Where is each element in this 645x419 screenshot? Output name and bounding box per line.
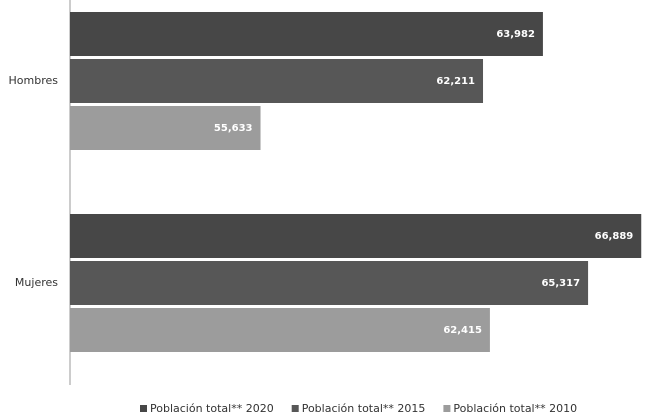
bar [70,12,543,56]
legend-label: Población total** 2015 [302,402,426,415]
bar [70,214,642,258]
legend-swatch [443,405,451,412]
bar [70,261,589,305]
legend-swatch [140,405,147,412]
y-tick-label: Hombres [9,74,59,87]
y-tick-label: Mujeres [15,276,58,289]
legend-label: Población total** 2020 [150,402,274,415]
legend-swatch [291,405,299,412]
bar [70,106,261,150]
value-label: 66,889 [595,231,634,242]
value-label: 62,415 [443,325,482,336]
value-label: 55,633 [214,123,253,134]
value-label: 63,982 [496,29,535,40]
value-label: 62,211 [436,76,475,87]
bar [70,308,490,352]
bar [70,59,484,103]
value-label: 65,317 [541,278,580,289]
legend-label: Población total** 2010 [453,402,577,415]
